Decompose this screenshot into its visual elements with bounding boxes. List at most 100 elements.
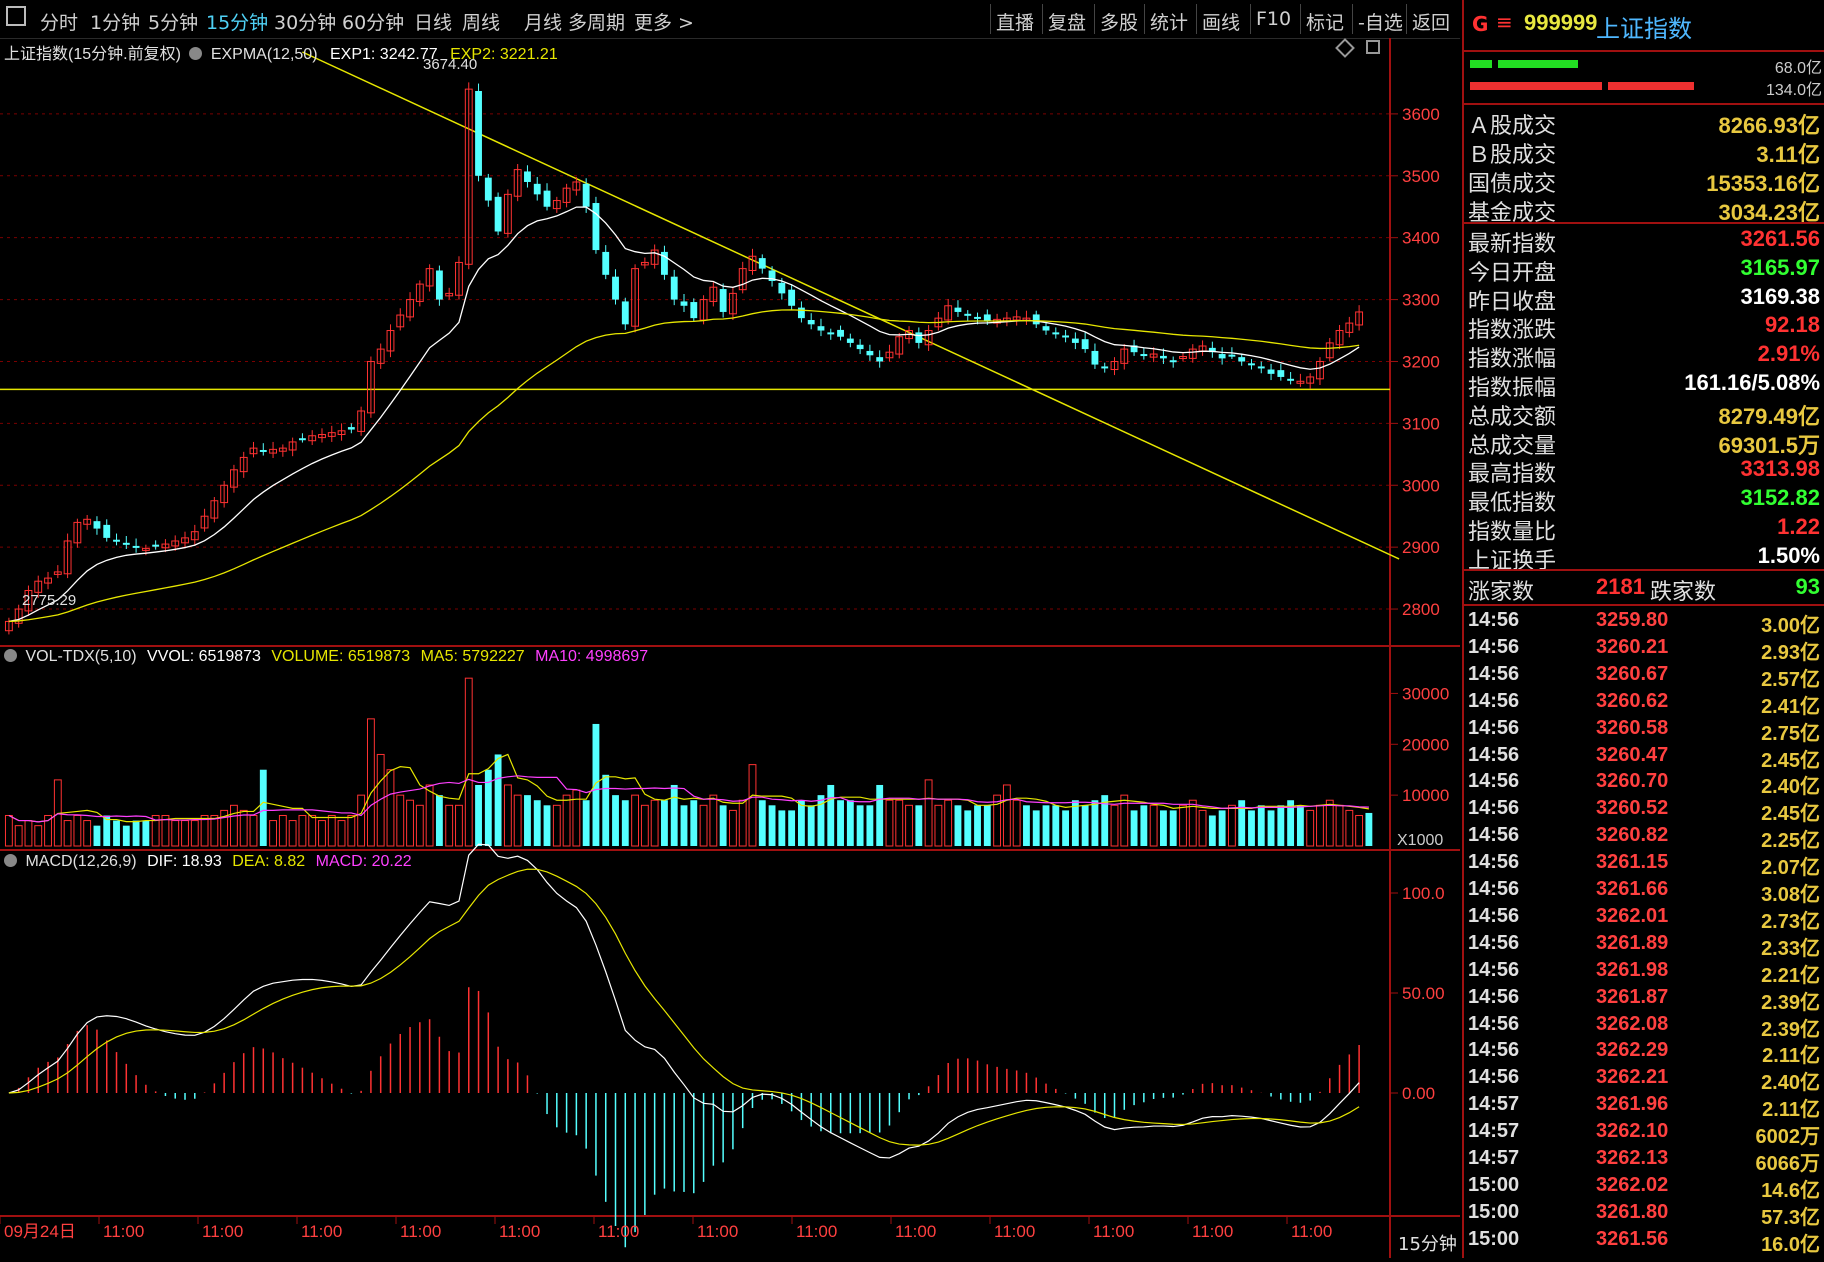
- candle-body-up: [455, 261, 463, 296]
- candle-body-up: [1120, 348, 1129, 364]
- period-tab-3[interactable]: 15分钟: [206, 12, 269, 34]
- volume-bar-up: [4, 814, 13, 847]
- volume-bar-down: [592, 723, 600, 846]
- stat-label: 今日开盘: [1468, 260, 1557, 286]
- toolbar-button-0[interactable]: 直播: [996, 12, 1035, 34]
- stock-code: 999999: [1524, 10, 1598, 35]
- volume-bar-up: [1149, 804, 1158, 847]
- toolbar-button-5[interactable]: F10: [1256, 8, 1292, 30]
- tick-row: 14:56 3262.01 2.73亿: [1468, 905, 1820, 933]
- tick-row: 15:00 3261.80 57.3亿: [1468, 1201, 1820, 1229]
- dea-line: [8, 868, 1360, 1146]
- indicator-toggle-icon[interactable]: [189, 47, 203, 60]
- volume-bar-up: [650, 799, 659, 847]
- tick-price: 3261.87: [1596, 985, 1669, 1008]
- candle-body-up: [1296, 380, 1305, 384]
- toolbar-button-7[interactable]: -自选: [1358, 12, 1403, 34]
- bar-bottom-label: 134.0亿: [1765, 82, 1822, 99]
- period-tab-9[interactable]: 多周期: [568, 12, 626, 34]
- candle-body-up: [631, 268, 640, 327]
- stat-row: 今日开盘 3165.97: [1468, 254, 1820, 286]
- kline-chart-svg[interactable]: 3600 3500 3400 3300 3200 3100 3000 2900 2800 3000…: [0, 38, 1460, 1258]
- candle-body-up: [1012, 316, 1021, 321]
- volume-bar-down: [817, 795, 825, 846]
- candle-body-up: [220, 484, 229, 504]
- tick-time: 14:56: [1468, 797, 1520, 820]
- volume-bar-up: [190, 820, 199, 847]
- candle-body-down: [817, 326, 825, 331]
- volume-bar-up: [1110, 804, 1119, 847]
- tick-row: 14:57 3262.13 6066万: [1468, 1147, 1820, 1175]
- tick-volume: 3.08亿: [1761, 884, 1820, 906]
- chart-area[interactable]: 3600 3500 3400 3300 3200 3100 3000 2900 2800 3000…: [0, 38, 1460, 1258]
- volume-bar-up: [709, 794, 718, 847]
- candle-body-down: [1130, 345, 1138, 353]
- tick-volume: 2.73亿: [1761, 910, 1820, 933]
- menu-icon[interactable]: ≡: [1496, 10, 1513, 34]
- volume-bar-up: [885, 799, 894, 847]
- volume-bar-down: [582, 800, 590, 846]
- stat-value: 8279.49亿: [1718, 403, 1820, 429]
- volume-bar-down: [1365, 812, 1373, 846]
- tick-price: 3260.70: [1596, 770, 1669, 793]
- period-tab-8[interactable]: 月线: [524, 12, 563, 34]
- group-marker[interactable]: G: [1472, 12, 1489, 36]
- candle-body-down: [1257, 366, 1265, 369]
- period-tab-6[interactable]: 日线: [414, 12, 453, 34]
- quote-panel: G ≡ 999999 上证指数 68.0亿 134.0亿 Ａ股成交 8266.93…: [1462, 0, 1824, 1258]
- chart-expand-icon[interactable]: [1366, 40, 1380, 54]
- red-bar-2: [1608, 82, 1694, 90]
- toolbar-button-6[interactable]: 标记: [1306, 12, 1345, 34]
- period-tab-2[interactable]: 5分钟: [148, 12, 199, 34]
- stat-row: 上证换手 1.50%: [1468, 543, 1820, 574]
- volume-bar-down: [719, 805, 727, 846]
- vol-indicator-name[interactable]: VOL-TDX(5,10): [25, 648, 137, 665]
- toolbar-button-3[interactable]: 统计: [1150, 12, 1189, 34]
- price-tick-label: 3400: [1402, 229, 1440, 248]
- candle-body-up: [895, 336, 904, 355]
- volume-bar-up: [14, 825, 23, 847]
- stat-value: 3313.98: [1740, 456, 1820, 482]
- candle-body-up: [728, 292, 737, 315]
- volume-bar-down: [612, 795, 619, 846]
- tick-row: 14:56 3261.98 2.21亿: [1468, 959, 1820, 987]
- candle-body-down: [1208, 347, 1216, 353]
- toolbar-separator: [1250, 4, 1251, 34]
- turnover-value: 8266.93亿: [1718, 113, 1820, 138]
- window-menu-icon[interactable]: [6, 6, 26, 26]
- volume-bar-up: [278, 814, 287, 847]
- candle-body-down: [856, 344, 864, 350]
- x-axis-label: 11:00: [499, 1222, 540, 1241]
- macd-indicator-name[interactable]: MACD(12,26,9): [25, 853, 137, 870]
- period-tab-4[interactable]: 30分钟: [274, 12, 337, 34]
- candle-body-down: [837, 329, 844, 337]
- tick-price: 3262.29: [1596, 1039, 1669, 1062]
- candle-body-down: [524, 171, 531, 182]
- period-tab-10[interactable]: 更多 >: [634, 12, 694, 34]
- vol-toggle-icon[interactable]: [4, 649, 17, 662]
- toolbar-button-4[interactable]: 画线: [1202, 12, 1241, 34]
- toolbar-button-2[interactable]: 多股: [1100, 12, 1139, 34]
- stat-value: 1.22: [1777, 514, 1820, 539]
- period-tab-0[interactable]: 分时: [40, 12, 79, 34]
- volume-bar-up: [1335, 804, 1344, 847]
- expma-indicator-name[interactable]: EXPMA(12,50): [210, 46, 318, 63]
- candle-body-down: [1071, 338, 1079, 343]
- volume-bar-up: [337, 820, 346, 847]
- period-tab-7[interactable]: 周线: [462, 12, 501, 34]
- macd-toggle-icon[interactable]: [4, 854, 17, 867]
- toolbar-button-1[interactable]: 复盘: [1048, 12, 1087, 34]
- candle-body-down: [259, 449, 267, 452]
- stat-label: 指数涨幅: [1468, 347, 1557, 373]
- stat-value: 3165.97: [1740, 254, 1820, 280]
- macd-tick-label: 100.0: [1402, 884, 1445, 903]
- toolbar-button-8[interactable]: 返回: [1412, 12, 1451, 34]
- period-tab-5[interactable]: 60分钟: [342, 12, 405, 34]
- period-label[interactable]: 15分钟: [1398, 1234, 1457, 1255]
- stat-row: 指数涨幅 2.91%: [1468, 341, 1820, 373]
- stat-label: 总成交额: [1468, 404, 1557, 430]
- period-tab-1[interactable]: 1分钟: [90, 12, 141, 34]
- volume-bar-down: [602, 774, 610, 846]
- dif-line: [8, 843, 1360, 1159]
- candle-body-down: [93, 521, 101, 529]
